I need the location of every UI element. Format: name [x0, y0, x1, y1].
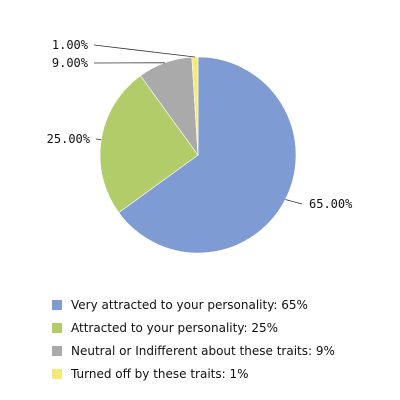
legend-item-neutral: Neutral or Indifferent about these trait… [52, 339, 392, 362]
legend-swatch-attracted [52, 323, 62, 333]
data-label-attracted: 25.00% [47, 132, 91, 146]
legend-label-attracted: Attracted to your personality: 25% [71, 321, 278, 335]
pie-plot-area: 65.00% 25.00% 9.00% 1.00% [0, 0, 400, 290]
legend-label-neutral: Neutral or Indifferent about these trait… [71, 344, 335, 358]
data-label-very-attracted: 65.00% [309, 197, 353, 211]
legend-swatch-neutral [52, 346, 62, 356]
legend-item-very-attracted: Very attracted to your personality: 65% [52, 293, 392, 316]
legend-swatch-very-attracted [52, 300, 62, 310]
leader-line-turned-off [94, 45, 195, 57]
legend: Very attracted to your personality: 65% … [52, 293, 392, 385]
legend-label-turned-off: Turned off by these traits: 1% [71, 367, 249, 381]
legend-item-attracted: Attracted to your personality: 25% [52, 316, 392, 339]
legend-item-turned-off: Turned off by these traits: 1% [52, 362, 392, 385]
legend-swatch-turned-off [52, 369, 62, 379]
legend-label-very-attracted: Very attracted to your personality: 65% [71, 298, 308, 312]
leader-line-very-attracted [285, 200, 302, 205]
data-label-neutral: 9.00% [52, 56, 89, 70]
data-label-turned-off: 1.00% [52, 38, 89, 52]
leader-line-attracted [96, 139, 101, 140]
